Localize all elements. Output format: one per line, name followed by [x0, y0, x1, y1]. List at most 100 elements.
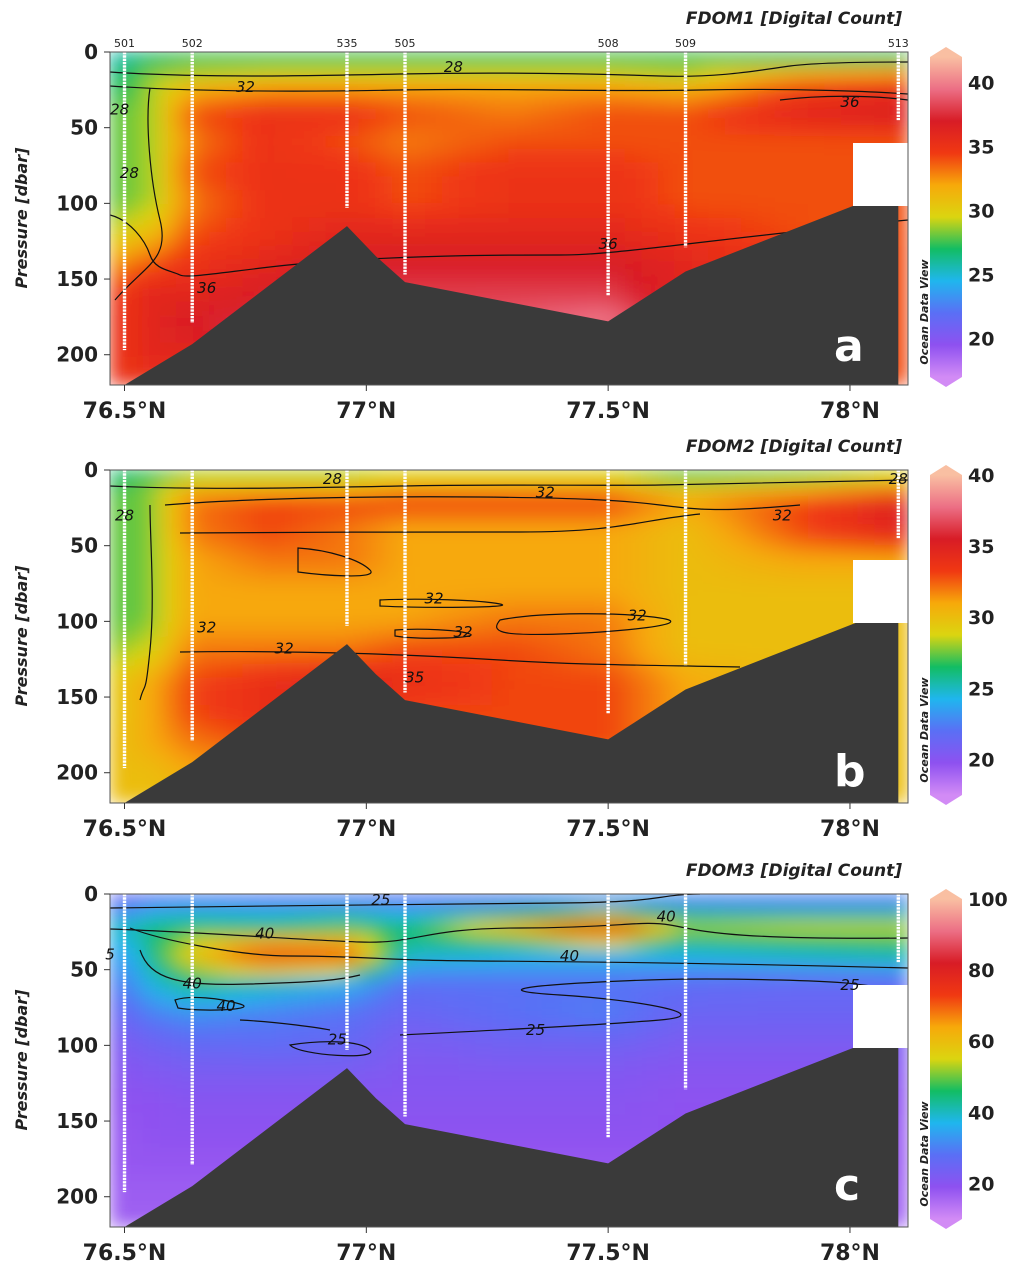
- heat-cell: [159, 107, 177, 122]
- heat-cell: [508, 231, 527, 247]
- heat-cell: [192, 976, 211, 992]
- heat-cell: [225, 552, 244, 568]
- heat-cell: [275, 497, 294, 513]
- heat-cell: [358, 1073, 377, 1089]
- heat-cell: [525, 705, 543, 721]
- heat-cell: [126, 273, 144, 289]
- heat-cell: [475, 134, 493, 150]
- heat-cell: [475, 677, 493, 693]
- heat-cell: [525, 990, 543, 1006]
- heat-cell: [541, 949, 560, 964]
- contour-label: 32: [275, 640, 294, 658]
- heat-cell: [342, 190, 360, 206]
- heat-cell: [142, 636, 161, 651]
- heat-cell: [192, 204, 211, 219]
- heat-cell: [425, 976, 443, 992]
- heat-cell: [791, 190, 809, 206]
- heat-cell: [541, 663, 560, 679]
- heat-cell: [824, 935, 842, 950]
- heat-cell: [126, 760, 144, 776]
- heat-cell: [292, 636, 310, 651]
- heat-cell: [824, 921, 842, 937]
- heat-cell: [575, 894, 593, 909]
- colorbar-tick-label: 35: [968, 536, 994, 558]
- heat-cell: [275, 990, 294, 1006]
- heat-cell: [442, 663, 460, 679]
- heat-cell: [525, 594, 543, 610]
- heat-cell: [192, 1115, 211, 1131]
- heat-cell: [225, 176, 244, 192]
- heat-cell: [209, 691, 227, 707]
- heat-cell: [541, 935, 560, 950]
- heat-cell: [807, 962, 826, 978]
- heat-cell: [159, 190, 177, 206]
- heat-cell: [408, 594, 427, 610]
- heat-cell: [807, 538, 826, 554]
- heat-cell: [192, 79, 211, 95]
- heat-cell: [159, 1032, 177, 1048]
- heat-cell: [741, 1018, 759, 1034]
- heat-cell: [674, 79, 693, 95]
- heat-cell: [525, 79, 543, 95]
- heat-cell: [691, 663, 709, 679]
- heat-cell: [425, 162, 443, 178]
- heat-cell: [575, 301, 593, 317]
- heat-cell: [525, 148, 543, 164]
- heat-cell: [857, 65, 876, 81]
- chart-title-a: FDOM1 [Digital Count]: [686, 9, 902, 29]
- heat-cell: [142, 1073, 161, 1089]
- heat-cell: [824, 1032, 842, 1048]
- heat-cell: [309, 622, 327, 637]
- heat-cell: [774, 218, 793, 233]
- heat-cell: [392, 134, 410, 150]
- heat-cell: [724, 566, 743, 582]
- heat-cell: [309, 93, 327, 108]
- heat-cell: [841, 470, 859, 485]
- heat-cell: [741, 93, 759, 108]
- heat-cell: [275, 921, 294, 937]
- heat-cell: [591, 976, 610, 992]
- heat-cell: [358, 990, 377, 1006]
- heat-cell: [358, 65, 377, 81]
- heat-cell: [159, 1129, 177, 1145]
- heat-cell: [575, 719, 593, 735]
- heat-cell: [392, 907, 410, 923]
- heat-cell: [458, 566, 477, 582]
- heat-cell: [275, 107, 294, 122]
- heat-cell: [442, 677, 460, 693]
- heat-cell: [525, 1060, 543, 1075]
- heat-cell: [209, 705, 227, 721]
- heat-cell: [575, 273, 593, 289]
- heat-cell: [225, 218, 244, 233]
- heat-cell: [624, 1046, 643, 1061]
- heat-cell: [142, 1032, 161, 1048]
- heat-cell: [558, 1143, 576, 1159]
- heat-cell: [691, 204, 709, 219]
- heat-cell: [491, 649, 510, 665]
- heat-cell: [508, 580, 527, 596]
- heat-cell: [774, 483, 793, 499]
- heat-cell: [791, 538, 809, 554]
- heat-cell: [708, 1046, 726, 1061]
- heat-cell: [824, 162, 842, 178]
- heat-cell: [724, 1018, 743, 1034]
- heat-cell: [392, 990, 410, 1006]
- heat-cell: [475, 622, 493, 637]
- heat-cell: [292, 538, 310, 554]
- heat-cell: [641, 148, 660, 164]
- heat-cell: [558, 301, 576, 317]
- heat-cell: [608, 65, 626, 81]
- heat-cell: [874, 894, 892, 909]
- heat-cell: [309, 162, 327, 178]
- heat-cell: [209, 1073, 227, 1089]
- heat-cell: [342, 566, 360, 582]
- heat-cell: [691, 190, 709, 206]
- heat-cell: [591, 1018, 610, 1034]
- heat-cell: [475, 511, 493, 526]
- heat-cell: [408, 976, 427, 992]
- heat-cell: [176, 470, 194, 485]
- heat-cell: [176, 287, 194, 303]
- heat-cell: [159, 962, 177, 978]
- heat-cell: [292, 1046, 310, 1061]
